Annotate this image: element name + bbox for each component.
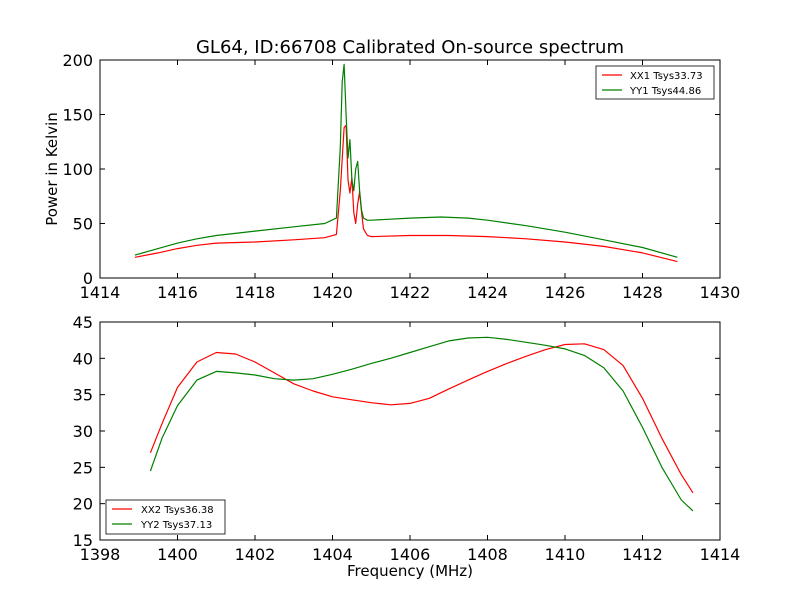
top-x-tick-label: 1424 [467,283,508,302]
top-y-axis-title: Power in Kelvin [43,112,61,226]
bottom-y-tick-label: 35 [73,386,93,405]
top-x-tick-label: 1422 [390,283,431,302]
top-x-tick-label: 1426 [545,283,586,302]
top-y-tick-label: 100 [62,160,93,179]
top-legend: XX1 Tsys33.73 YY1 Tsys44.86 [595,65,715,100]
bottom-series-line-yy [149,336,694,512]
bottom-legend-box [105,499,226,535]
top-x-tick-label: 1418 [235,283,276,302]
top-y-tick-label: 150 [62,106,93,125]
top-legend-label-yy1: YY1 Tsys44.86 [629,86,701,97]
top-series-line-yy [134,63,678,258]
bottom-x-tick-label: 1402 [235,545,276,564]
top-x-tick-label: 1430 [700,283,741,302]
bottom-x-tick-label: 1404 [312,545,353,564]
top-legend-box [595,65,715,100]
top-x-tick-label: 1416 [157,283,198,302]
bottom-x-tick-label: 1412 [622,545,663,564]
bottom-series [149,336,694,512]
top-legend-label-xx1: XX1 Tsys33.73 [630,71,703,82]
top-ticks: 1414 1416 1418 1420 1422 1424 1426 1428 1430 0 50 1… [62,51,740,302]
bottom-series-line-xx [149,343,694,494]
top-x-tick-label: 1428 [622,283,663,302]
top-panel: 1414 1416 1418 1420 1422 1424 1426 1428 1430 0 50 1… [43,51,740,302]
bottom-legend: XX2 Tsys36.38 YY2 Tsys37.13 [105,499,226,535]
bottom-y-tick-label: 40 [73,349,93,368]
bottom-legend-label-yy2: YY2 Tsys37.13 [140,520,212,531]
bottom-y-tick-label: 45 [73,313,93,332]
top-series-line-xx [134,124,678,263]
top-x-tick-label: 1420 [312,283,353,302]
top-y-tick-label: 200 [62,51,93,70]
top-y-tick-label: 0 [83,269,93,288]
top-series [134,63,678,263]
bottom-x-tick-label: 1406 [390,545,431,564]
bottom-x-tick-label: 1400 [157,545,198,564]
bottom-x-tick-label: 1414 [700,545,741,564]
bottom-y-tick-label: 25 [73,458,93,477]
bottom-y-tick-label: 15 [73,531,93,550]
bottom-x-tick-label: 1408 [467,545,508,564]
bottom-legend-label-xx2: XX2 Tsys36.38 [141,505,214,516]
bottom-x-tick-label: 1410 [545,545,586,564]
bottom-y-tick-label: 30 [73,422,93,441]
top-y-tick-label: 50 [73,215,93,234]
top-x-tick-label: 1414 [80,283,121,302]
bottom-ticks: 1398 1400 1402 1404 1406 1408 1410 1412 1414 15 20… [73,313,741,564]
bottom-y-tick-label: 20 [73,495,93,514]
bottom-panel: 1398 1400 1402 1404 1406 1408 1410 1412 1414 15 20… [73,313,741,580]
bottom-x-tick-label: 1398 [80,545,121,564]
bottom-x-axis-title: Frequency (MHz) [347,562,473,580]
chart-title: GL64, ID:66708 Calibrated On-source spec… [196,37,624,58]
